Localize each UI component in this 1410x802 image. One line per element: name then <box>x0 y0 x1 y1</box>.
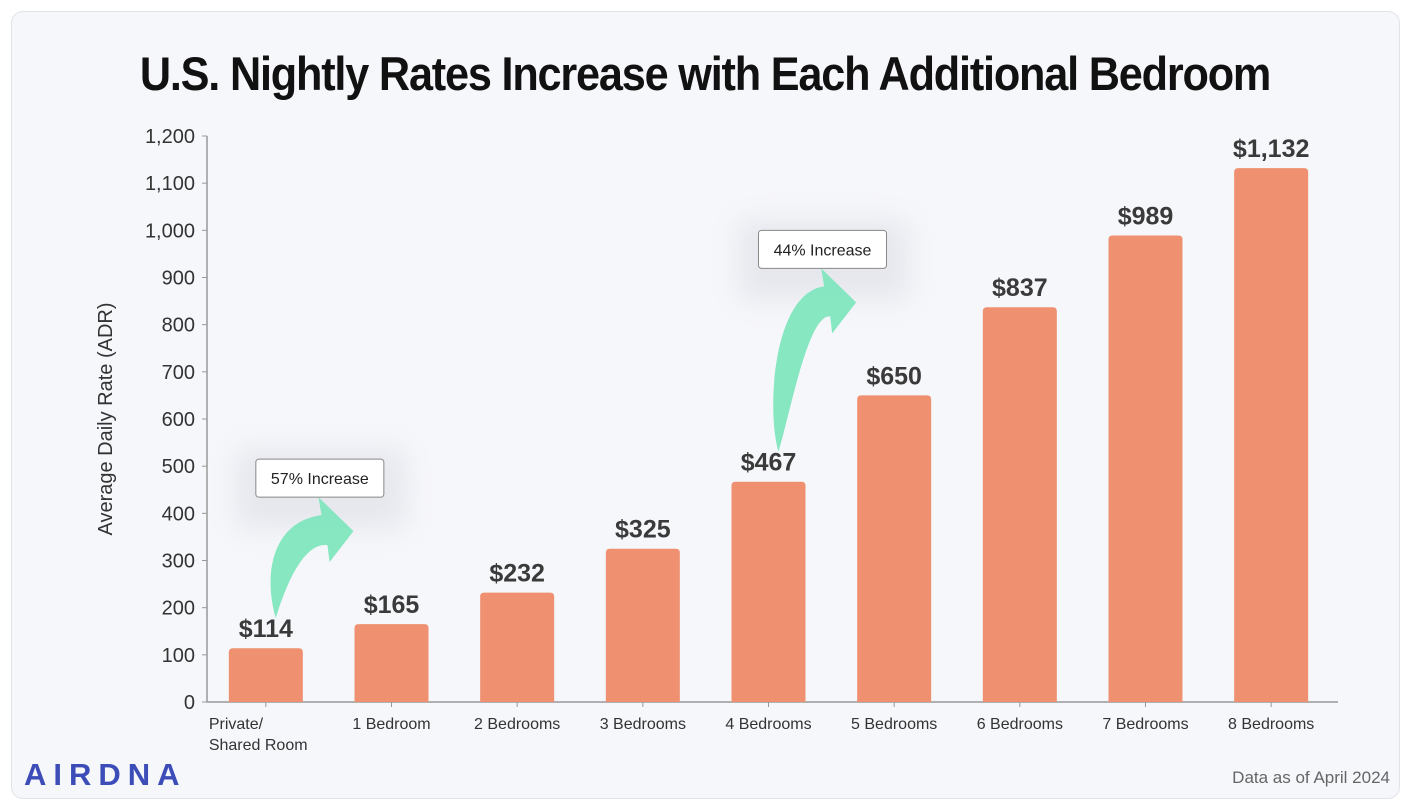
y-tick-label: 500 <box>162 456 195 478</box>
y-tick-label: 1,100 <box>145 173 195 195</box>
data-date-note: Data as of April 2024 <box>1232 768 1390 787</box>
bar-value-label: $232 <box>489 560 545 588</box>
x-tick-label: 5 Bedrooms <box>851 716 937 733</box>
bar-value-label: $837 <box>992 274 1048 302</box>
y-tick-label: 100 <box>162 645 195 667</box>
x-tick-label: 4 Bedrooms <box>725 716 811 733</box>
annotation-label: 44% Increase <box>774 242 872 259</box>
x-tick-label: 2 Bedrooms <box>474 716 560 733</box>
annotation-label: 57% Increase <box>271 471 369 488</box>
bar <box>228 648 303 702</box>
y-axis-label: Average Daily Rate (ADR) <box>95 302 117 535</box>
bar-value-label: $467 <box>741 449 797 477</box>
bar <box>982 307 1057 702</box>
x-tick-label: Shared Room <box>209 737 308 754</box>
bar-value-label: $114 <box>239 615 293 643</box>
bar <box>354 624 429 702</box>
x-tick-label: 1 Bedroom <box>352 716 430 733</box>
bar <box>1234 168 1309 702</box>
bar <box>605 548 680 702</box>
chart-title: U.S. Nightly Rates Increase with Each Ad… <box>139 47 1272 100</box>
y-tick-label: 1,200 <box>145 126 195 148</box>
bar-value-label: $165 <box>364 591 420 619</box>
bar-value-label: $650 <box>866 362 922 390</box>
increase-arrow-icon <box>773 268 857 452</box>
y-tick-label: 300 <box>162 551 195 573</box>
y-tick-label: 200 <box>162 598 195 620</box>
annotation-box <box>758 229 887 269</box>
bar <box>1108 235 1183 702</box>
bar <box>480 592 555 702</box>
y-tick-label: 1,000 <box>145 220 195 242</box>
bar-value-label: $325 <box>615 516 671 544</box>
y-tick-label: 700 <box>162 362 195 384</box>
y-tick-label: 800 <box>162 315 195 337</box>
x-tick-label: Private/ <box>209 716 264 733</box>
y-tick-label: 900 <box>162 268 195 290</box>
y-tick-label: 0 <box>184 692 195 714</box>
bar <box>857 395 932 702</box>
x-tick-label: 8 Bedrooms <box>1228 716 1314 733</box>
y-tick-label: 600 <box>162 409 195 431</box>
y-tick-label: 400 <box>162 503 195 525</box>
increase-arrow-icon <box>270 497 354 619</box>
bar <box>731 481 806 702</box>
airdna-logo: AIRDNA <box>24 757 187 792</box>
x-tick-label: 3 Bedrooms <box>600 716 686 733</box>
x-tick-label: 6 Bedrooms <box>977 716 1063 733</box>
bar-value-label: $1,132 <box>1233 135 1309 163</box>
bar-value-label: $989 <box>1118 203 1174 231</box>
annotation-box <box>255 458 385 498</box>
x-tick-label: 7 Bedrooms <box>1102 716 1188 733</box>
